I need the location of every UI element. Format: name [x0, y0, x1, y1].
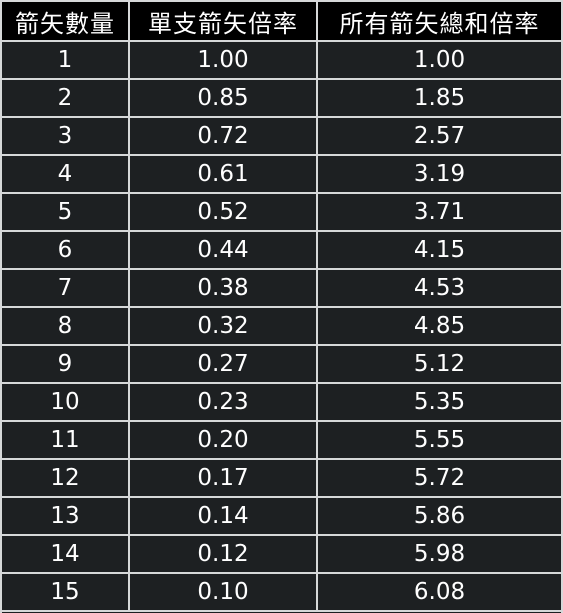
header-arrow-count: 箭矢數量 [2, 2, 130, 42]
cell-total-multiplier: 4.15 [317, 231, 561, 270]
table-row: 12 0.17 5.72 [2, 459, 561, 498]
table-row: 4 0.61 3.19 [2, 155, 561, 194]
cell-single-multiplier: 0.14 [129, 497, 318, 536]
table-header-row: 箭矢數量 單支箭矢倍率 所有箭矢總和倍率 [2, 2, 561, 42]
cell-arrow-count: 3 [2, 117, 130, 156]
cell-arrow-count: 13 [2, 497, 130, 536]
cell-single-multiplier: 0.23 [129, 383, 318, 422]
cell-arrow-count: 1 [2, 41, 130, 80]
cell-total-multiplier: 2.57 [317, 117, 561, 156]
cell-single-multiplier: 0.10 [129, 573, 318, 612]
cell-single-multiplier: 1.00 [129, 41, 318, 80]
cell-total-multiplier: 4.53 [317, 269, 561, 308]
cell-single-multiplier: 0.20 [129, 421, 318, 460]
cell-arrow-count: 12 [2, 459, 130, 498]
cell-arrow-count: 5 [2, 193, 130, 232]
cell-arrow-count: 15 [2, 573, 130, 612]
cell-total-multiplier: 4.85 [317, 307, 561, 346]
cell-total-multiplier: 3.71 [317, 193, 561, 232]
cell-single-multiplier: 0.72 [129, 117, 318, 156]
cell-total-multiplier: 1.85 [317, 79, 561, 118]
cell-total-multiplier: 3.19 [317, 155, 561, 194]
cell-total-multiplier: 6.08 [317, 573, 561, 612]
table-row: 15 0.10 6.08 [2, 573, 561, 612]
cell-single-multiplier: 0.85 [129, 79, 318, 118]
cell-arrow-count: 6 [2, 231, 130, 270]
cell-total-multiplier: 5.86 [317, 497, 561, 536]
table-row: 2 0.85 1.85 [2, 79, 561, 118]
cell-total-multiplier: 1.00 [317, 41, 561, 80]
cell-arrow-count: 2 [2, 79, 130, 118]
cell-arrow-count: 9 [2, 345, 130, 384]
cell-single-multiplier: 0.12 [129, 535, 318, 574]
cell-single-multiplier: 0.27 [129, 345, 318, 384]
cell-total-multiplier: 5.12 [317, 345, 561, 384]
table-body: 1 1.00 1.00 2 0.85 1.85 3 0.72 2.57 4 0.61 3.19 5 0.5… [2, 41, 561, 612]
cell-single-multiplier: 0.44 [129, 231, 318, 270]
cell-arrow-count: 11 [2, 421, 130, 460]
cell-total-multiplier: 5.55 [317, 421, 561, 460]
header-single-arrow-multiplier: 單支箭矢倍率 [129, 2, 318, 42]
cell-single-multiplier: 0.38 [129, 269, 318, 308]
cell-arrow-count: 7 [2, 269, 130, 308]
table-row: 7 0.38 4.53 [2, 269, 561, 308]
cell-total-multiplier: 5.98 [317, 535, 561, 574]
cell-arrow-count: 4 [2, 155, 130, 194]
table-row: 13 0.14 5.86 [2, 497, 561, 536]
cell-single-multiplier: 0.17 [129, 459, 318, 498]
table-row: 8 0.32 4.85 [2, 307, 561, 346]
cell-single-multiplier: 0.32 [129, 307, 318, 346]
table-row: 11 0.20 5.55 [2, 421, 561, 460]
table-row: 14 0.12 5.98 [2, 535, 561, 574]
cell-arrow-count: 14 [2, 535, 130, 574]
cell-arrow-count: 8 [2, 307, 130, 346]
header-total-arrow-multiplier: 所有箭矢總和倍率 [317, 2, 561, 42]
table-row: 3 0.72 2.57 [2, 117, 561, 156]
table-row: 1 1.00 1.00 [2, 41, 561, 80]
cell-total-multiplier: 5.35 [317, 383, 561, 422]
table-row: 5 0.52 3.71 [2, 193, 561, 232]
table-row: 10 0.23 5.35 [2, 383, 561, 422]
table-row: 9 0.27 5.12 [2, 345, 561, 384]
cell-total-multiplier: 5.72 [317, 459, 561, 498]
cell-arrow-count: 10 [2, 383, 130, 422]
cell-single-multiplier: 0.61 [129, 155, 318, 194]
cell-single-multiplier: 0.52 [129, 193, 318, 232]
table-row: 6 0.44 4.15 [2, 231, 561, 270]
